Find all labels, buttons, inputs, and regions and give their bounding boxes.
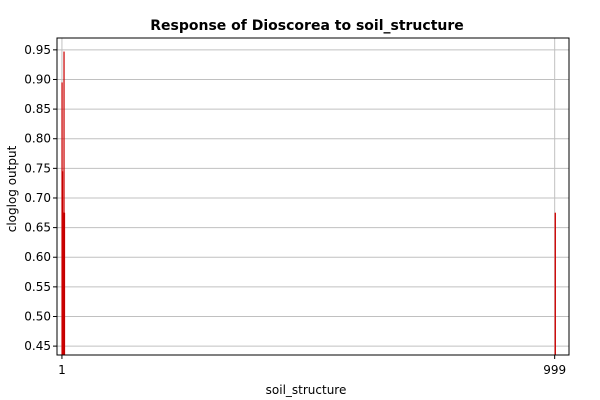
y-tick-label: 0.45	[24, 339, 51, 353]
y-tick-label: 0.65	[24, 221, 51, 235]
y-tick-label: 0.55	[24, 280, 51, 294]
x-axis: 1 999	[58, 355, 566, 377]
y-tick-label: 0.80	[24, 132, 51, 146]
grid	[57, 38, 569, 355]
y-tick-label: 0.50	[24, 309, 51, 323]
x-tick-label: 1	[58, 363, 66, 377]
x-tick-label: 999	[543, 363, 566, 377]
x-axis-label: soil_structure	[266, 383, 347, 397]
y-tick-label: 0.85	[24, 102, 51, 116]
y-tick-label: 0.90	[24, 72, 51, 86]
y-axis-label: cloglog output	[5, 145, 19, 232]
y-tick-label: 0.95	[24, 43, 51, 57]
y-tick-label: 0.75	[24, 161, 51, 175]
y-tick-label: 0.60	[24, 250, 51, 264]
plot-frame	[56, 37, 570, 356]
y-axis: 0.45 0.50 0.55 0.60 0.65 0.70 0.75 0.80 0.85 0.90…	[24, 43, 57, 353]
y-tick-label: 0.70	[24, 191, 51, 205]
bars	[61, 51, 556, 355]
chart-title: Response of Dioscorea to soil_structure	[150, 18, 464, 34]
